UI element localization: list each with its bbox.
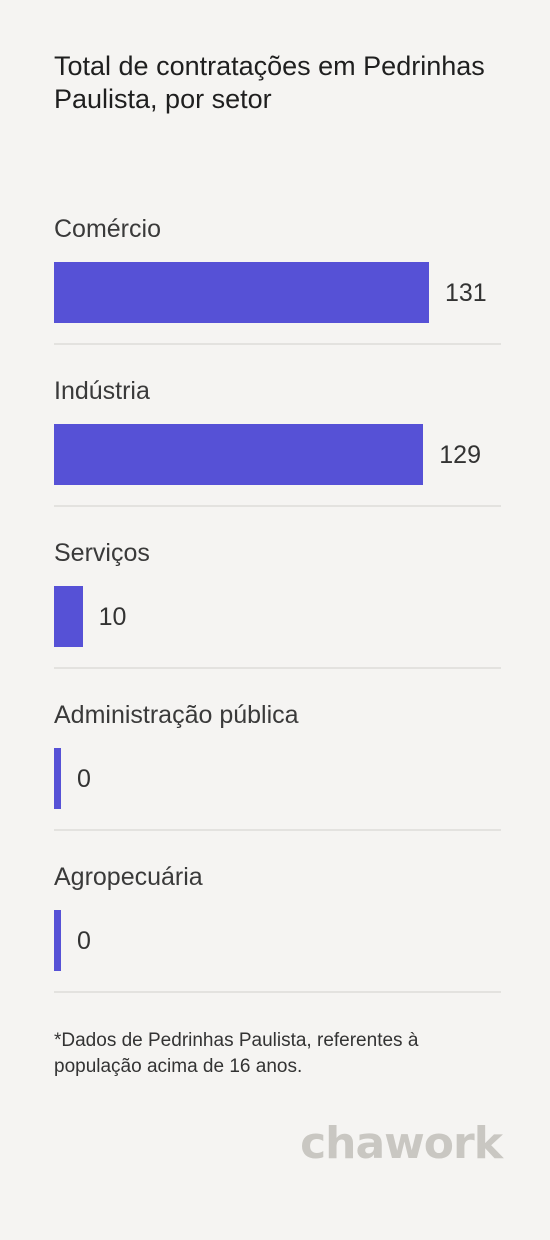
category-label: Administração pública bbox=[54, 701, 299, 729]
bar bbox=[54, 262, 429, 323]
bar-row: Comércio 131 bbox=[54, 200, 501, 362]
footnote: *Dados de Pedrinhas Paulista, referentes… bbox=[54, 1030, 419, 1077]
bar-row: Administração pública 0 bbox=[54, 686, 501, 848]
category-label: Comércio bbox=[54, 215, 161, 243]
bar-chart: Comércio 131 Indústria 129 Serviços 10 Adminis… bbox=[54, 200, 501, 1010]
divider bbox=[54, 667, 501, 669]
bar bbox=[54, 748, 61, 809]
bar bbox=[54, 424, 424, 485]
divider bbox=[54, 829, 501, 831]
divider bbox=[54, 343, 501, 345]
bar-row: Agropecuária 0 bbox=[54, 848, 501, 1010]
divider bbox=[54, 505, 501, 507]
chawork-logo: chawork bbox=[300, 1118, 503, 1169]
category-label: Indústria bbox=[54, 377, 150, 405]
value-label: 10 bbox=[98, 603, 127, 631]
value-label: 0 bbox=[77, 765, 91, 793]
category-label: Serviços bbox=[54, 539, 150, 567]
chart-title: Total de contratações em Pedrinhas Pauli… bbox=[54, 51, 485, 114]
divider bbox=[54, 991, 501, 993]
value-label: 129 bbox=[439, 441, 481, 469]
bar-row: Serviços 10 bbox=[54, 524, 501, 686]
category-label: Agropecuária bbox=[54, 863, 203, 891]
bar bbox=[54, 586, 83, 647]
value-label: 0 bbox=[77, 927, 91, 955]
value-label: 131 bbox=[445, 279, 487, 307]
bar-row: Indústria 129 bbox=[54, 362, 501, 524]
bar bbox=[54, 910, 61, 971]
